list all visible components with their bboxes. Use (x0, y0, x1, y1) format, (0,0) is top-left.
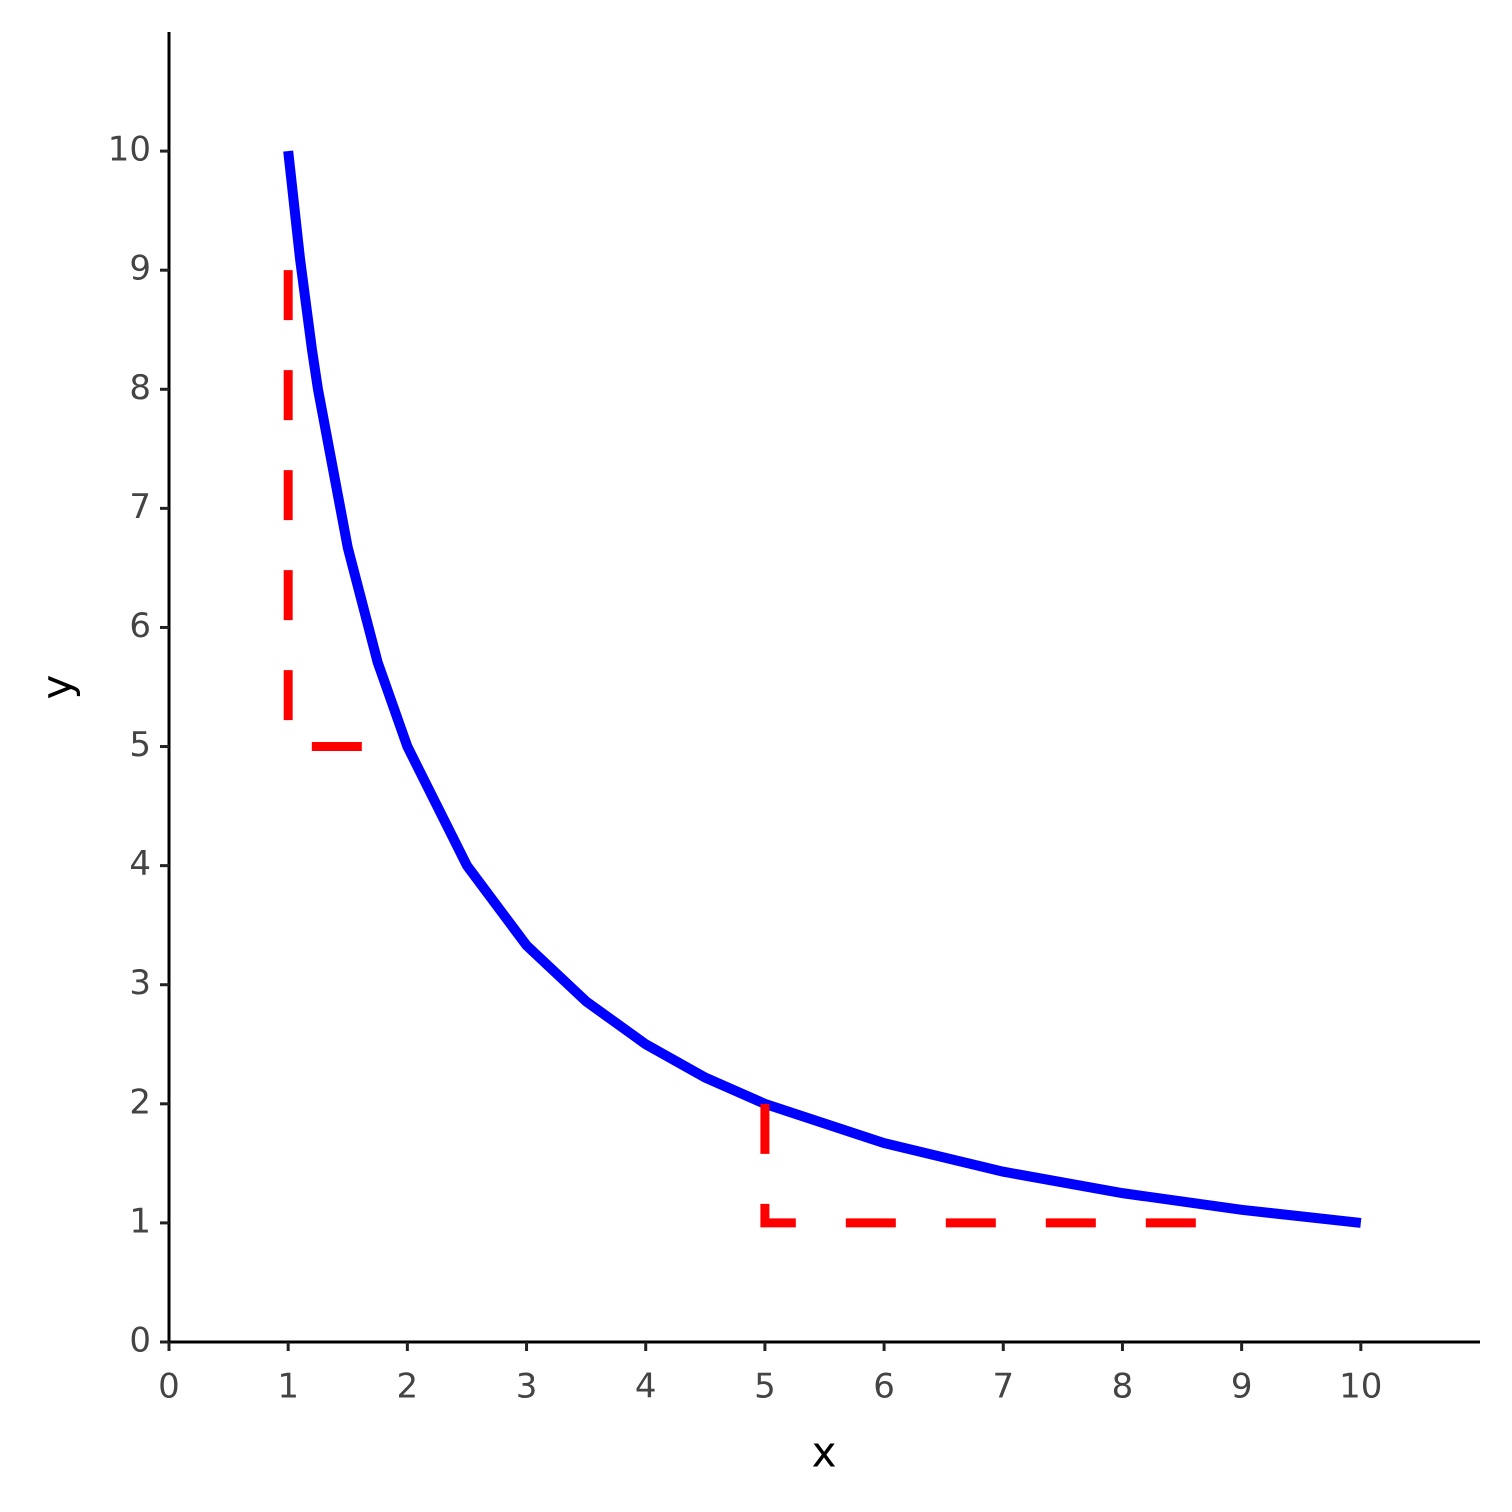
y-tick-label: 10 (108, 130, 151, 170)
x-tick-label: 9 (1231, 1367, 1253, 1407)
data-line (283, 150, 1362, 1228)
y-tick-label: 2 (129, 1082, 151, 1122)
x-tick-label: 0 (158, 1367, 180, 1407)
y-axis-title: y (33, 675, 82, 700)
x-axis-title: x (812, 1428, 837, 1477)
x-tick-label: 5 (754, 1367, 776, 1407)
y-tick-label: 4 (129, 844, 151, 884)
x-tick-label: 4 (635, 1367, 657, 1407)
x-tick-label: 6 (873, 1367, 895, 1407)
y-tick-label: 6 (129, 606, 151, 646)
y-tick-label: 8 (129, 368, 151, 408)
y-tick-label: 1 (129, 1201, 151, 1241)
y-tick-label: 7 (129, 487, 151, 527)
y-tick-label: 9 (129, 249, 151, 289)
y-tick-label: 5 (129, 725, 151, 765)
y-tick-label: 0 (129, 1321, 151, 1361)
x-tick-label: 2 (397, 1367, 419, 1407)
x-tick-label: 1 (277, 1367, 299, 1407)
x-tick-label: 3 (516, 1367, 538, 1407)
data-line (760, 1103, 1242, 1228)
x-tick-label: 7 (992, 1367, 1014, 1407)
y-tick-label: 3 (129, 963, 151, 1003)
x-tick-label: 8 (1112, 1367, 1134, 1407)
x-tick-label: 10 (1339, 1367, 1382, 1407)
